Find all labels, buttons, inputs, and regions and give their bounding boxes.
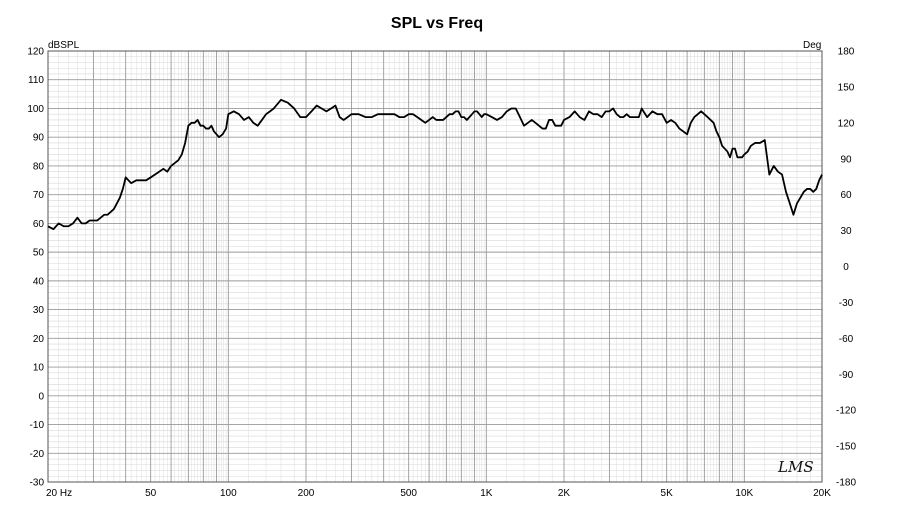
x-tick-labels: 20 Hz 50 100 200 500 1K 2K 5K 10K 20K (46, 488, 831, 499)
lms-logo: LMS (777, 458, 814, 476)
x-tick-label: 2K (558, 488, 571, 499)
left-y-tick-label: -10 (30, 420, 45, 431)
left-y-tick-label: 70 (33, 190, 45, 201)
minor-gridlines (48, 51, 822, 482)
right-y-tick-label: 30 (840, 226, 852, 237)
major-gridlines (47, 50, 823, 483)
left-axis-unit-label: dBSPL (48, 40, 80, 51)
right-y-tick-label: 150 (838, 82, 855, 93)
left-y-tick-label: 80 (33, 161, 45, 172)
x-tick-label: 20K (813, 488, 831, 499)
right-axis-unit-label: Deg (803, 40, 821, 51)
x-tick-label: 10K (735, 488, 753, 499)
left-y-tick-label: 90 (33, 133, 45, 144)
x-tick-label: 200 (298, 488, 315, 499)
left-y-tick-label: -20 (30, 449, 45, 460)
left-y-tick-label: 100 (27, 104, 44, 115)
right-y-tick-label: 120 (838, 118, 855, 129)
spl-series-line (47, 98, 823, 231)
plot-frame (47, 50, 823, 483)
right-y-tick-label: -180 (836, 478, 856, 489)
right-y-tick-label: 90 (840, 154, 852, 165)
right-y-tick-labels: 180 150 120 90 60 30 0 -30 -60 -90 -120 -150 -180 (836, 47, 856, 489)
right-y-tick-label: 0 (843, 262, 849, 273)
left-y-tick-label: 120 (27, 47, 44, 58)
right-y-tick-label: -90 (839, 370, 854, 381)
left-y-tick-label: 0 (38, 391, 44, 402)
left-y-tick-label: 50 (33, 248, 45, 259)
right-y-tick-label: -150 (836, 442, 856, 453)
x-tick-label: 100 (220, 488, 237, 499)
left-y-tick-label: 20 (33, 334, 45, 345)
x-tick-label: 1K (480, 488, 493, 499)
right-y-tick-label: -60 (839, 334, 854, 345)
left-y-tick-label: 30 (33, 305, 45, 316)
x-tick-label: 50 (145, 488, 157, 499)
x-tick-label: 20 Hz (46, 488, 72, 499)
left-y-tick-label: 40 (33, 276, 45, 287)
right-y-tick-label: -30 (839, 298, 854, 309)
left-y-tick-label: 60 (33, 219, 45, 230)
right-y-tick-label: 60 (840, 190, 852, 201)
left-y-tick-label: 10 (33, 363, 45, 374)
x-tick-label: 500 (400, 488, 417, 499)
right-y-tick-label: -120 (836, 406, 856, 417)
right-y-tick-label: 180 (838, 47, 855, 58)
left-y-tick-label: -30 (30, 478, 45, 489)
chart-title: SPL vs Freq (391, 15, 483, 32)
left-y-tick-label: 110 (28, 75, 44, 86)
x-tick-label: 5K (661, 488, 674, 499)
